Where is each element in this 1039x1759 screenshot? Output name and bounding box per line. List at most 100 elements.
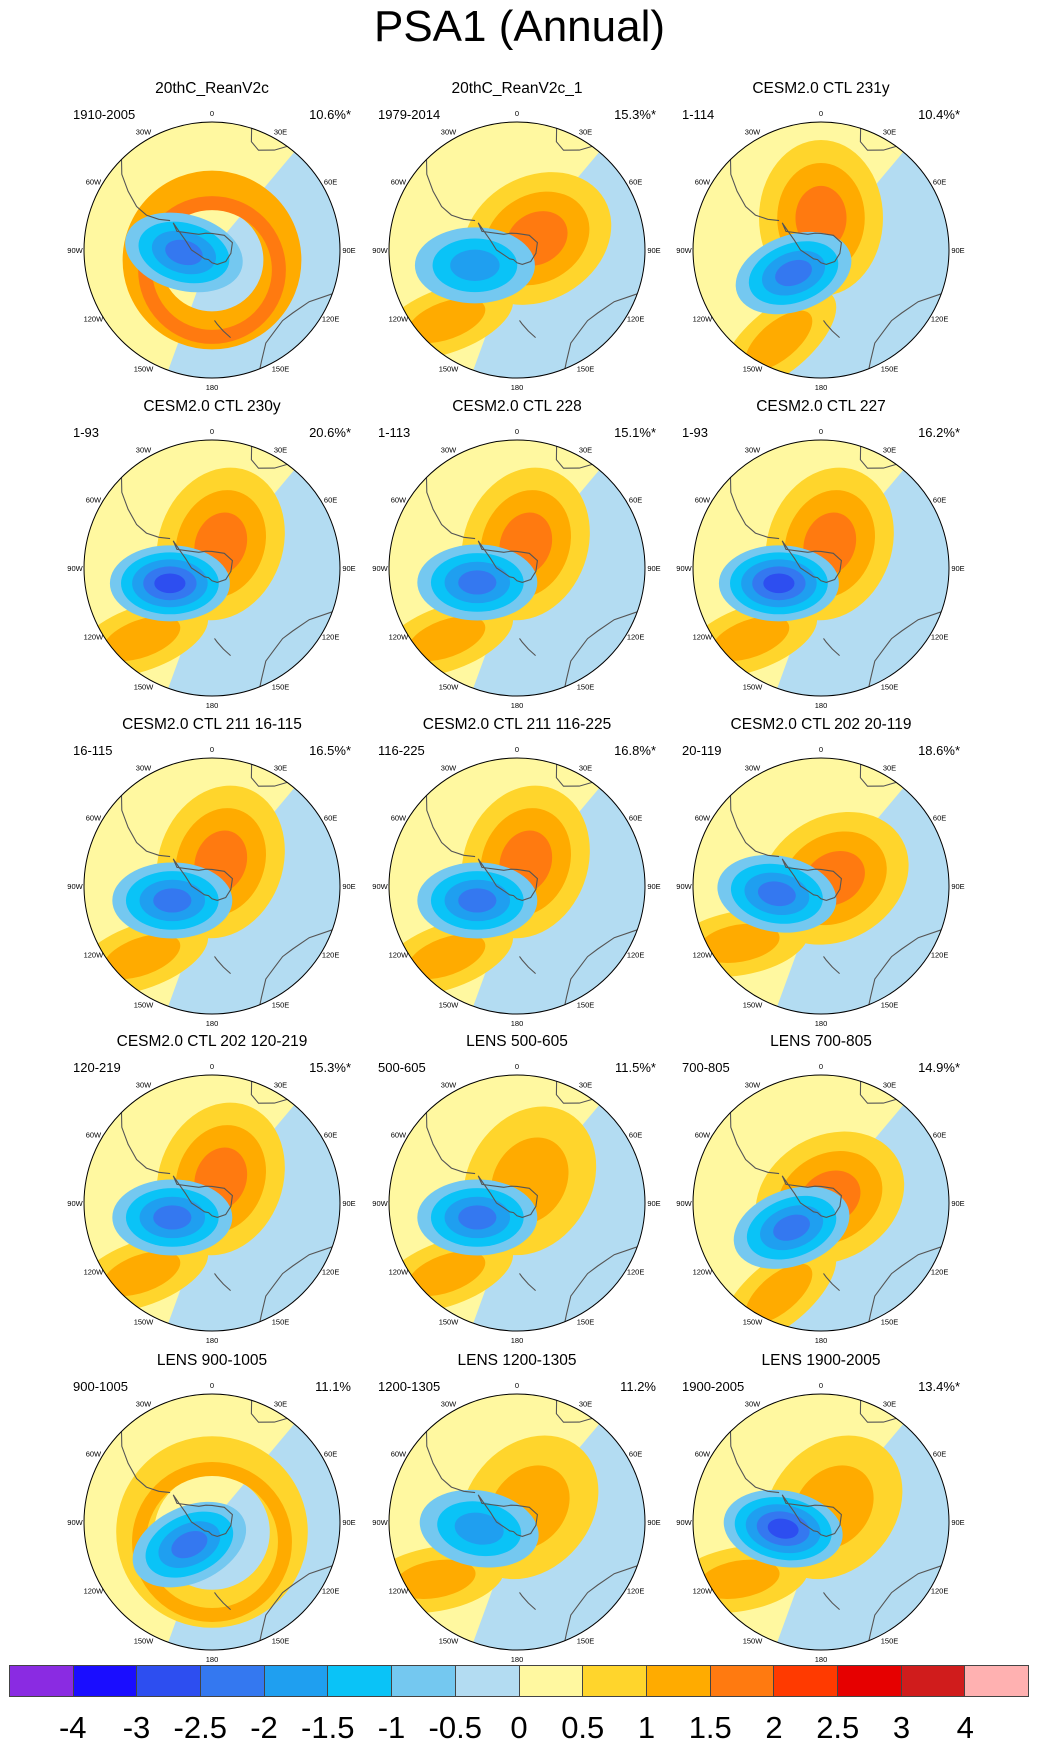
south-america-coast [120,795,171,858]
longitude-label: 90W [67,1518,83,1527]
south-america-coast [729,477,780,540]
longitude-label: 60W [86,1450,102,1459]
colorbar-box [201,1666,265,1696]
longitude-label: 30W [745,127,761,136]
longitude-label: 60E [933,814,946,823]
map-panel: LENS 1900-2005 1900-2005 13.4%* 0 30E 60E 90E 1… [668,1352,974,1672]
panel-title: LENS 500-605 [466,1033,568,1050]
longitude-label: 120E [627,951,645,960]
colorbar-box [837,1666,902,1696]
longitude-label: 60W [695,496,711,505]
longitude-label: 30W [441,445,457,454]
panel-years: 1-93 [682,425,709,440]
map-border [83,757,341,1015]
longitude-label: 120E [931,951,949,960]
new-zealand-coast [823,1273,840,1292]
longitude-label: 0 [210,1062,214,1071]
colorbar-tick-label: 1.5 [688,1710,732,1745]
colorbar-box [583,1666,647,1696]
australia-coast [564,293,638,369]
africa-coast [859,1081,897,1104]
africa-coast [859,764,897,787]
panel-title: LENS 900-1005 [156,1352,268,1369]
longitude-label: 60W [695,1450,711,1459]
colorbar-box [10,1666,74,1696]
low-contour [773,1214,810,1241]
outer-high-contour [102,616,181,662]
australia-coast [868,929,942,1005]
map-panel: CESM2.0 CTL 228 1-113 15.1%* 0 30E 60E 90E 120E… [364,398,670,718]
africa-coast [555,446,593,469]
colorbar-box [455,1666,520,1696]
longitude-label: 60E [324,178,337,187]
australia-coast [259,1565,333,1641]
longitude-label: 180 [206,383,219,392]
antarctica-coast [172,1494,233,1537]
south-america-coast [425,477,476,540]
low-contour [450,249,500,281]
panel-years: 1200-1305 [378,1379,441,1394]
polar-map: 0 30E 60E 90E 120E 150E 180 150W 120W 90W 60W 30W [372,1062,660,1345]
longitude-label: 30E [579,127,592,136]
longitude-label: 0 [819,745,823,754]
longitude-label: 150E [577,1637,595,1646]
longitude-label: 0 [210,1381,214,1390]
longitude-label: 30E [274,763,287,772]
africa-coast [250,764,288,787]
figure-title: PSA1 (Annual) [373,2,666,51]
longitude-label: 150E [881,683,899,692]
longitude-label: 150E [881,1001,899,1010]
longitude-label: 120W [84,951,105,960]
polar-map: 0 30E 60E 90E 120E 150E 180 150W 120W 90W 60W 30W [67,427,355,710]
longitude-label: 90W [372,1199,388,1208]
longitude-label: 60E [933,496,946,505]
panel-years: 900-1005 [73,1379,128,1394]
panel-variance: 16.8%* [614,743,656,758]
antarctica-coast [477,540,538,583]
south-america-coast [729,159,780,222]
low-contour [767,1518,799,1539]
longitude-label: 60W [86,1131,102,1140]
longitude-label: 90W [372,246,388,255]
new-zealand-coast [519,1592,536,1611]
longitude-label: 180 [511,701,524,710]
panel-years: 1910-2005 [73,107,136,122]
low-contour [757,881,796,907]
longitude-label: 180 [511,1019,524,1028]
longitude-label: 30E [883,445,896,454]
colorbar-tick-label: -2.5 [173,1710,227,1745]
antarctica-coast [781,540,842,583]
longitude-label: 120E [322,1268,340,1277]
map-panel: CESM2.0 CTL 202 120-219 120-219 15.3%* 0 30E… [59,1033,365,1353]
longitude-label: 0 [819,1062,823,1071]
map-panel: CESM2.0 CTL 211 16-115 16-115 16.5%* 0 30E 60… [59,716,365,1036]
map-panel: LENS 900-1005 900-1005 11.1% 0 30E 60E 90E 120E… [59,1352,365,1672]
longitude-label: 60W [695,814,711,823]
panel-variance: 16.2%* [918,425,960,440]
longitude-label: 120W [693,951,714,960]
new-zealand-coast [823,638,840,657]
new-zealand-coast [519,638,536,657]
africa-coast [250,128,288,151]
longitude-label: 120W [693,633,714,642]
longitude-label: 180 [815,1019,828,1028]
longitude-label: 150E [272,683,290,692]
longitude-label: 30E [579,1080,592,1089]
longitude-label: 90W [676,246,692,255]
outer-high-contour [407,298,486,344]
africa-coast [859,446,897,469]
outer-high-contour [407,934,486,980]
polar-map: 0 30E 60E 90E 120E 150E 180 150W 120W 90W 60W 30W [676,745,964,1028]
panel-title: CESM2.0 CTL 211 116-225 [422,716,612,733]
longitude-label: 150W [743,1001,764,1010]
longitude-label: 60W [695,178,711,187]
longitude-label: 90E [342,882,355,891]
longitude-label: 60E [629,496,642,505]
longitude-label: 150W [439,1001,460,1010]
longitude-label: 30W [441,1080,457,1089]
antarctica-coast [477,222,538,265]
colorbar-box [965,1666,1028,1696]
map-panel: CESM2.0 CTL 202 20-119 20-119 18.6%* 0 30E 60… [668,716,974,1036]
longitude-label: 60W [391,496,407,505]
longitude-label: 60E [933,178,946,187]
